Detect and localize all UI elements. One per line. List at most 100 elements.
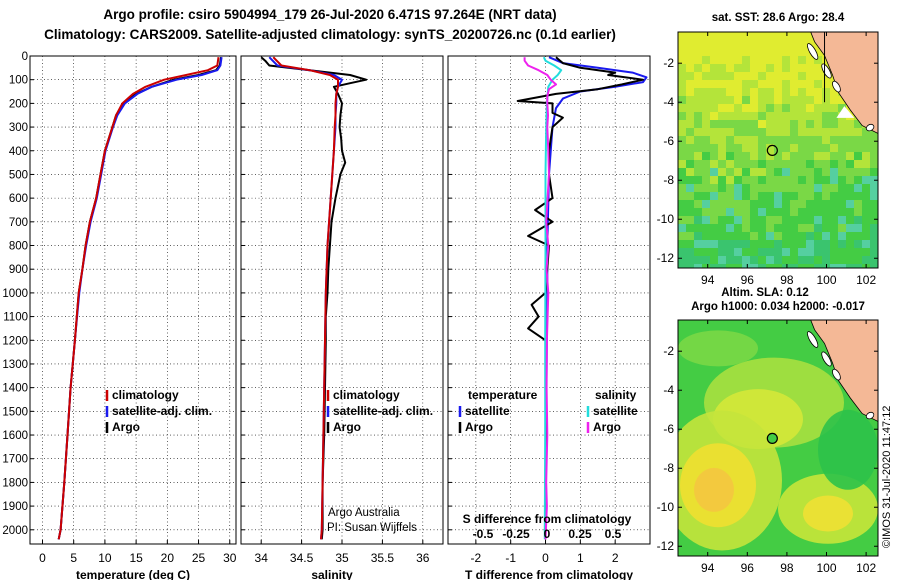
sst-cell [766,32,774,40]
sst-cell [686,88,694,96]
y-tick-label: 100 [9,75,28,87]
sst-cell [726,48,734,56]
sst-cell [750,104,758,112]
sst-cell [846,184,854,192]
sst-cell [710,48,718,56]
sla-anomaly-blob [678,330,758,367]
sst-cell [678,120,686,128]
sst-cell [806,160,814,168]
sst-cell [814,88,822,96]
sst-cell [758,88,766,96]
sst-cell [862,168,870,176]
x-tick-label: 36 [416,551,430,565]
sst-cell [710,176,718,184]
sst-cell [782,264,790,268]
sst-cell [702,128,710,136]
map-x-tick-label: 96 [741,273,755,287]
sla-map-field [678,320,878,556]
sst-cell [758,216,766,224]
sst-cell [758,248,766,256]
sst-cell [734,128,742,136]
sst-cell [750,168,758,176]
sst-cell [710,240,718,248]
sst-cell [686,152,694,160]
map-y-tick-label: -6 [663,422,674,436]
sst-cell [702,160,710,168]
sla-anomaly-blob [803,495,853,532]
sst-cell [686,224,694,232]
sst-cell [710,216,718,224]
sst-cell [774,128,782,136]
sst-cell [726,184,734,192]
sst-cell [678,232,686,240]
sst-cell [782,176,790,184]
sst-cell [750,120,758,128]
sst-cell [814,136,822,144]
sst-cell [686,56,694,64]
sst-cell [782,96,790,104]
y-tick-label: 600 [9,193,28,205]
sst-cell [694,160,702,168]
sst-cell [862,216,870,224]
sst-cell [750,160,758,168]
sst-cell [742,232,750,240]
sst-cell [750,88,758,96]
legend-header-temperature: temperature [468,388,538,402]
sst-cell [694,224,702,232]
sst-cell [782,56,790,64]
sst-cell [830,240,838,248]
sst-cell [686,104,694,112]
sst-cell [742,40,750,48]
sst-cell [734,152,742,160]
sst-cell [854,144,862,152]
sst-cell [854,264,862,268]
sst-cell [694,32,702,40]
x-tick-label: 1 [577,551,584,565]
sst-cell [702,104,710,112]
sst-cell [790,80,798,88]
sst-cell [798,104,806,112]
sst-cell [782,40,790,48]
sst-cell [718,232,726,240]
sst-cell [726,168,734,176]
sst-cell [702,184,710,192]
sst-cell [742,168,750,176]
sst-cell [694,192,702,200]
sst-cell [686,232,694,240]
sst-cell [750,224,758,232]
sst-cell [862,208,870,216]
sst-cell [742,176,750,184]
sst-cell [750,152,758,160]
sst-cell [694,248,702,256]
y-tick-label: 800 [9,241,28,253]
sst-cell [686,200,694,208]
sst-cell [822,136,830,144]
sst-cell [814,48,822,56]
pi-label: PI: Susan Wijffels [327,522,417,534]
sst-cell [718,160,726,168]
sst-cell [678,192,686,200]
sst-cell [846,224,854,232]
sst-cell [774,48,782,56]
map-y-tick-label: -10 [657,500,675,514]
sst-cell [678,96,686,104]
sst-cell [846,264,854,268]
sst-cell [726,152,734,160]
x-tick-label: 15 [129,551,143,565]
sst-cell [758,96,766,104]
sst-cell [798,136,806,144]
sst-cell [774,96,782,104]
sst-cell [854,176,862,184]
sst-cell [838,256,846,264]
sst-cell [870,152,878,160]
sst-cell [830,144,838,152]
profile-location-marker [766,432,778,445]
sst-cell [678,200,686,208]
sst-cell [678,264,686,268]
sst-cell [702,40,710,48]
sst-cell [774,176,782,184]
sst-cell [798,72,806,80]
sst-cell [734,184,742,192]
sst-cell [766,48,774,56]
sst-cell [798,248,806,256]
